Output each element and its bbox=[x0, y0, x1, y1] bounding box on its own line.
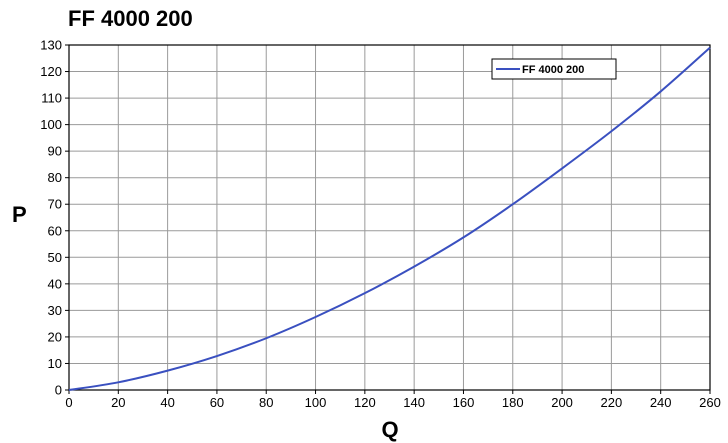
y-tick-label: 100 bbox=[40, 117, 62, 132]
legend-label: FF 4000 200 bbox=[522, 64, 584, 76]
y-tick-label: 120 bbox=[40, 64, 62, 79]
y-tick-label: 20 bbox=[48, 329, 62, 344]
x-tick-label: 140 bbox=[403, 395, 425, 410]
x-tick-label: 200 bbox=[551, 395, 573, 410]
plot-area-background bbox=[69, 45, 710, 390]
x-tick-label: 40 bbox=[160, 395, 174, 410]
legend-box bbox=[491, 58, 617, 80]
plot-area-border bbox=[68, 44, 711, 391]
y-tick-label: 60 bbox=[48, 223, 62, 238]
series-line bbox=[68, 46, 711, 391]
y-axis-label: P bbox=[12, 202, 27, 227]
x-tick-label: 100 bbox=[305, 395, 327, 410]
x-tick-label: 180 bbox=[502, 395, 524, 410]
chart-title: FF 4000 200 bbox=[68, 6, 193, 31]
y-tick-label: 0 bbox=[55, 383, 62, 398]
x-tick-label: 260 bbox=[699, 395, 721, 410]
y-tick-label: 80 bbox=[48, 170, 62, 185]
x-tick-label: 220 bbox=[601, 395, 623, 410]
y-tick-label: 90 bbox=[48, 144, 62, 159]
x-tick-label: 60 bbox=[210, 395, 224, 410]
y-tick-label: 30 bbox=[48, 303, 62, 318]
x-tick-label: 160 bbox=[453, 395, 475, 410]
legend: FF 4000 200 bbox=[491, 58, 617, 80]
y-tick-label: 110 bbox=[41, 91, 62, 106]
x-tick-label: 0 bbox=[65, 395, 72, 410]
series-group bbox=[68, 46, 711, 391]
x-tick-label: 240 bbox=[650, 395, 672, 410]
y-tick-label: 70 bbox=[48, 197, 62, 212]
y-tick-label: 40 bbox=[48, 276, 62, 291]
y-axis-ticks: 0 10 20 30 40 50 60 70 80 90 100 110 120 130 bbox=[40, 38, 69, 398]
x-tick-label: 120 bbox=[354, 395, 376, 410]
x-tick-label: 20 bbox=[111, 395, 125, 410]
x-axis-label: Q bbox=[381, 417, 398, 442]
grid bbox=[69, 45, 710, 390]
x-axis-ticks: 0 20 40 60 80 100 120 140 160 180 200 220 240 260 bbox=[65, 390, 721, 410]
y-tick-label: 10 bbox=[48, 356, 62, 371]
x-tick-label: 80 bbox=[259, 395, 273, 410]
y-tick-label: 50 bbox=[48, 250, 62, 265]
y-tick-label: 130 bbox=[40, 38, 62, 53]
